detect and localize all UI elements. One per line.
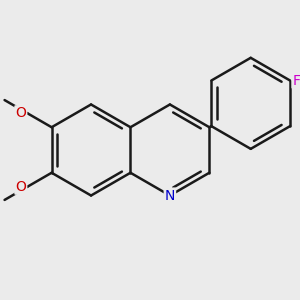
Text: O: O — [15, 180, 26, 194]
Text: F: F — [292, 74, 300, 88]
Text: O: O — [15, 106, 26, 120]
Text: N: N — [165, 188, 175, 203]
